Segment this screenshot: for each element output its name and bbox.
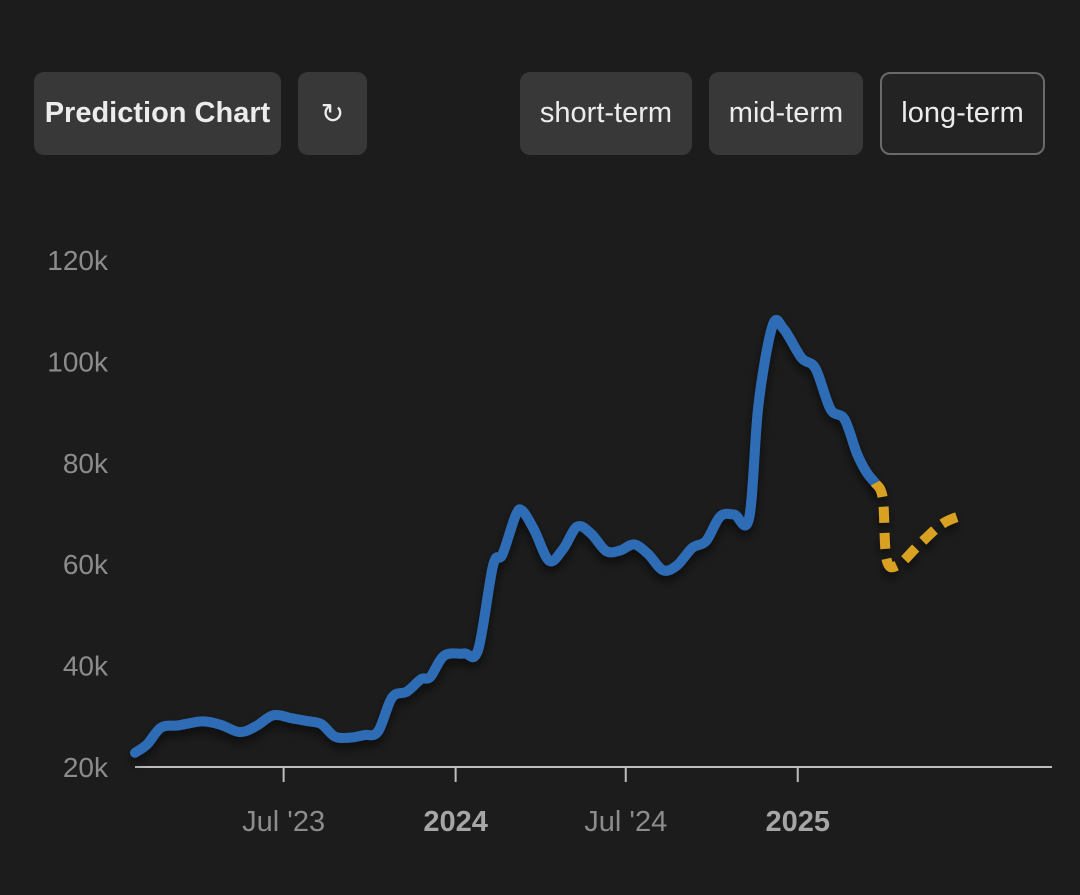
y-tick-label: 40k <box>63 651 109 682</box>
prediction-chart-button[interactable]: Prediction Chart <box>34 72 281 155</box>
x-tick-label: Jul '23 <box>242 806 325 838</box>
x-axis: Jul '23 2024 Jul '24 2025 <box>135 766 1052 838</box>
y-tick-label: 60k <box>63 549 109 580</box>
x-tick-label: Jul '24 <box>584 806 667 838</box>
y-tick-label: 20k <box>63 752 109 783</box>
series-layer <box>130 314 968 758</box>
long-term-button[interactable]: long-term <box>880 72 1045 155</box>
y-tick-label: 80k <box>63 448 109 479</box>
y-tick-label: 120k <box>47 245 109 276</box>
refresh-icon: ↻ <box>320 98 345 129</box>
refresh-button[interactable]: ↻ <box>298 72 367 155</box>
y-tick-label: 100k <box>47 346 109 377</box>
chart-toolbar: Prediction Chart ↻ short-term mid-term l… <box>0 0 1080 200</box>
x-tick-label: 2024 <box>423 806 488 838</box>
short-term-button[interactable]: short-term <box>520 72 692 155</box>
mid-term-button[interactable]: mid-term <box>709 72 863 155</box>
y-axis: 20k 40k 60k 80k 100k 120k <box>47 245 109 783</box>
x-tick-label: 2025 <box>765 806 830 838</box>
prediction-series-line <box>870 480 968 573</box>
price-series-line <box>130 314 881 758</box>
